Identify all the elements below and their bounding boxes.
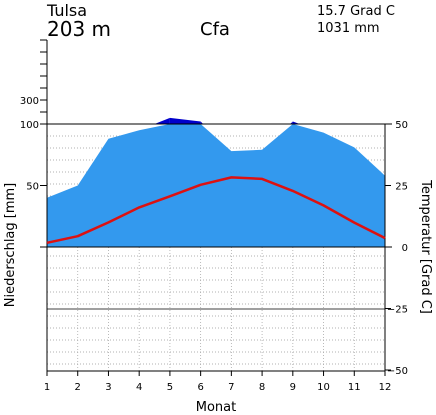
x-tick-label: 2 (75, 382, 81, 393)
y-tick-label-right: 25 (395, 182, 408, 193)
y-tick-label-right: −50 (387, 366, 408, 377)
station-name: Tulsa (47, 1, 88, 20)
x-tick-label: 10 (317, 382, 330, 393)
x-axis-label: Monat (196, 400, 236, 415)
temperature-line (46, 176, 386, 245)
x-tick-label: 12 (379, 382, 392, 393)
precipitation-area (47, 124, 385, 247)
precipitation-excess (200, 121, 204, 124)
y-tick-label-right: 0 (402, 243, 408, 254)
precipitation-excess (292, 121, 300, 124)
x-tick-label: 3 (105, 382, 111, 393)
x-tick-label: 11 (348, 382, 361, 393)
y-tick-label-left: 50 (26, 182, 39, 193)
precipitation-excess (290, 121, 293, 124)
annual-precipitation: 1031 mm (317, 21, 380, 36)
y-tick-label-right: 50 (395, 120, 408, 131)
x-tick-label: 7 (228, 382, 234, 393)
annual-temperature: 15.7 Grad C (317, 4, 395, 19)
y-tick-label-left: 100 (20, 120, 39, 131)
x-tick-label: 5 (167, 382, 173, 393)
x-tick-label: 6 (197, 382, 203, 393)
station-elevation: 203 m (47, 17, 112, 41)
x-tick-label: 1 (44, 382, 50, 393)
climate-class: Cfa (200, 19, 230, 40)
x-tick-label: 4 (136, 382, 142, 393)
x-tick-label: 8 (259, 382, 265, 393)
y-tick-label-right: −25 (387, 305, 408, 316)
y-tick-label-left: 300 (20, 96, 39, 107)
y-axis-label-right: Temperatur [Grad C] (418, 179, 433, 314)
x-tick-label: 9 (290, 382, 296, 393)
precipitation-excess (169, 117, 201, 124)
precipitation-excess (154, 117, 170, 124)
y-axis-label-left: Niederschlag [mm] (3, 183, 18, 308)
